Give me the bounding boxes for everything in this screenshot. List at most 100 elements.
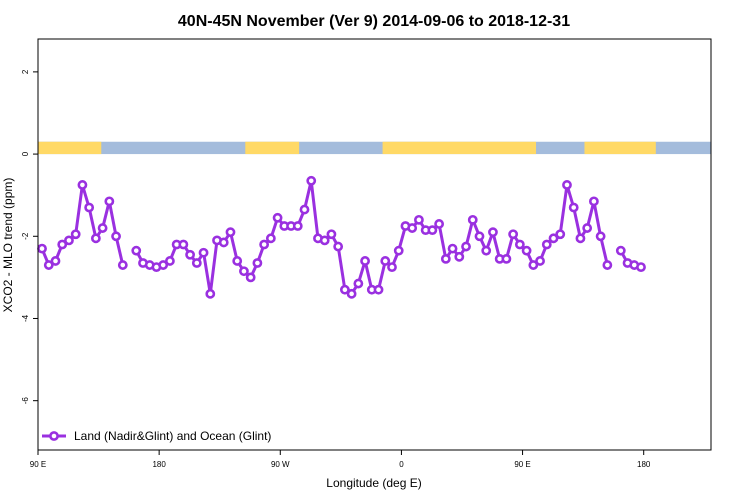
data-point	[97, 223, 108, 233]
data-point	[548, 233, 559, 244]
data-point	[265, 233, 276, 244]
data-point	[582, 223, 593, 233]
data-point	[245, 272, 256, 283]
data-point	[339, 284, 350, 295]
data-point	[535, 256, 545, 266]
plot-frame	[37, 38, 712, 451]
data-point	[575, 233, 586, 244]
data-point	[50, 256, 61, 266]
data-point	[514, 239, 525, 250]
x-tick-label: 0	[399, 460, 404, 469]
data-point	[239, 266, 249, 277]
plot-area	[37, 175, 646, 299]
data-point	[104, 196, 115, 207]
data-point	[481, 245, 492, 256]
data-point	[555, 229, 566, 240]
data-point	[488, 227, 498, 238]
data-point	[90, 233, 101, 244]
data-point	[319, 235, 330, 246]
y-axis-label: XCO2 - MLO trend (ppm)	[1, 178, 15, 313]
data-point	[528, 260, 539, 270]
data-point	[37, 243, 47, 254]
x-tick-label: 180	[637, 460, 651, 469]
data-point	[111, 231, 121, 242]
data-point	[185, 249, 195, 260]
data-point	[501, 253, 512, 264]
data-point	[225, 227, 236, 238]
data-point	[292, 221, 303, 231]
land-band	[382, 141, 537, 155]
data-point	[636, 262, 646, 273]
data-point	[84, 202, 95, 213]
y-tick-label: -4	[21, 314, 30, 322]
data-point	[521, 245, 532, 256]
land-band	[245, 141, 300, 155]
data-point	[165, 256, 175, 266]
data-point	[440, 253, 451, 264]
y-tick-label: 0	[21, 151, 30, 156]
data-point	[218, 237, 229, 248]
data-point	[474, 231, 485, 242]
data-point	[602, 260, 613, 270]
data-point	[333, 241, 344, 252]
land-band	[584, 141, 656, 155]
data-point	[447, 243, 458, 254]
data-point	[467, 214, 478, 225]
data-point	[205, 288, 216, 299]
y-tick-label: 2	[21, 69, 30, 74]
data-point	[326, 229, 337, 240]
legend-label: Land (Nadir&Glint) and Ocean (Glint)	[74, 429, 271, 443]
data-point	[232, 256, 243, 266]
chart-title: 40N-45N November (Ver 9) 2014-09-06 to 2…	[178, 13, 570, 30]
data-point	[77, 180, 88, 190]
data-point	[299, 204, 310, 215]
data-point	[588, 196, 599, 207]
x-tick-label: 180	[152, 460, 166, 469]
data-point	[595, 231, 606, 242]
data-point	[64, 235, 74, 246]
data-point	[272, 212, 283, 223]
data-point	[541, 239, 552, 250]
land-band	[38, 141, 102, 155]
data-point	[252, 258, 263, 268]
x-tick-label: 90 E	[30, 460, 46, 469]
data-point	[568, 202, 579, 213]
data-point	[306, 175, 317, 186]
data-point	[131, 245, 142, 256]
data-point	[353, 278, 364, 289]
data-point	[191, 258, 202, 268]
data-point	[117, 260, 128, 270]
series-line	[134, 179, 609, 296]
data-point	[380, 256, 391, 266]
data-point	[615, 245, 626, 256]
data-point	[70, 229, 81, 240]
data-point	[427, 225, 438, 236]
y-axis: 2 0 -2 -4 -6	[21, 69, 38, 404]
data-point	[178, 239, 189, 250]
legend-marker	[49, 431, 59, 441]
data-point	[360, 256, 370, 266]
data-point	[562, 180, 572, 190]
data-point	[407, 223, 418, 233]
y-tick-label: -2	[21, 232, 30, 240]
x-tick-label: 90 W	[271, 460, 290, 469]
x-tick-label: 90 E	[514, 460, 530, 469]
data-point	[198, 247, 209, 258]
data-point	[259, 239, 270, 250]
data-point	[434, 219, 445, 229]
x-axis: 90 E 180 90 W 0 90 E 180	[30, 450, 651, 469]
data-point	[508, 229, 519, 240]
data-point	[461, 241, 471, 252]
y-tick-label: -6	[21, 397, 30, 405]
data-point	[454, 251, 465, 262]
x-axis-label: Longitude (deg E)	[326, 476, 421, 490]
data-point	[373, 284, 384, 295]
data-point	[414, 214, 424, 225]
data-point	[387, 262, 397, 273]
data-point	[346, 288, 357, 299]
data-point	[158, 260, 169, 270]
legend: Land (Nadir&Glint) and Ocean (Glint)	[42, 429, 271, 443]
data-point	[43, 260, 54, 270]
ocean-band	[38, 141, 711, 155]
